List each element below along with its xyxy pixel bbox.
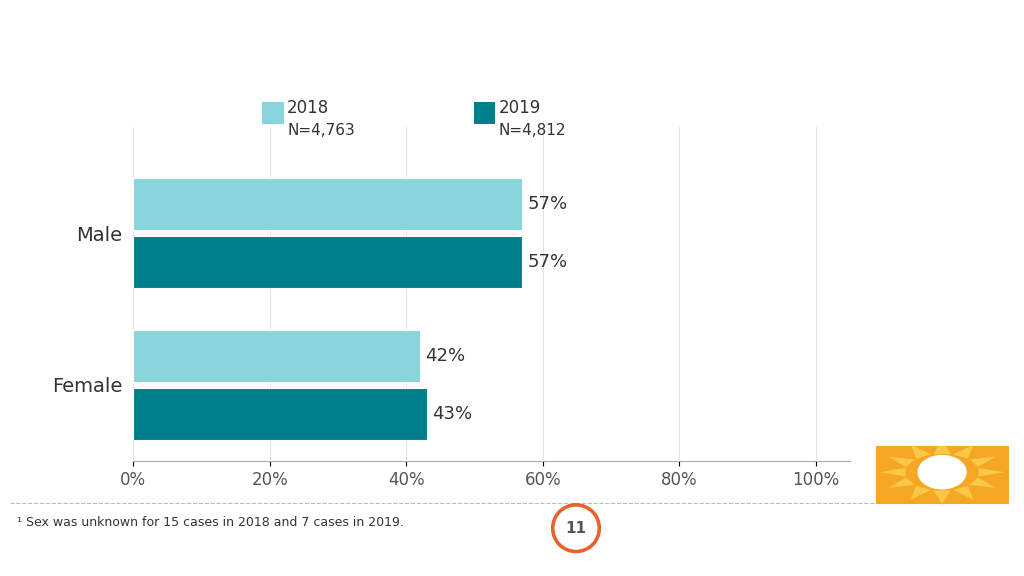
Polygon shape bbox=[969, 477, 997, 488]
Text: N=4,812: N=4,812 bbox=[499, 123, 566, 138]
Text: ¹ Sex was unknown for 15 cases in 2018 and 7 cases in 2019.: ¹ Sex was unknown for 15 cases in 2018 a… bbox=[17, 516, 404, 529]
Text: 1: 1 bbox=[815, 17, 831, 41]
Bar bbox=[262, 102, 284, 124]
Polygon shape bbox=[910, 444, 932, 459]
Text: 57%: 57% bbox=[527, 253, 568, 271]
Bar bbox=[133, 179, 522, 230]
Text: 57%: 57% bbox=[527, 195, 568, 213]
Text: 42%: 42% bbox=[425, 347, 466, 365]
Bar bbox=[133, 330, 420, 382]
Text: HEALTH: HEALTH bbox=[915, 523, 969, 536]
Polygon shape bbox=[879, 468, 906, 477]
Polygon shape bbox=[887, 456, 915, 467]
Polygon shape bbox=[952, 444, 974, 459]
Bar bbox=[876, 446, 1009, 503]
Bar bbox=[473, 102, 496, 124]
Polygon shape bbox=[933, 440, 951, 454]
Text: 11: 11 bbox=[565, 521, 587, 536]
Text: N=4,763: N=4,763 bbox=[287, 123, 355, 138]
Bar bbox=[133, 236, 522, 287]
Text: Florida: Florida bbox=[918, 508, 967, 521]
Polygon shape bbox=[910, 486, 932, 500]
Bar bbox=[133, 388, 427, 439]
Text: 43%: 43% bbox=[432, 405, 472, 423]
Polygon shape bbox=[978, 468, 1006, 477]
Text: 2018: 2018 bbox=[287, 99, 330, 117]
Text: Chronic Hepatitis B by Sex: Chronic Hepatitis B by Sex bbox=[221, 33, 803, 71]
Text: 2019: 2019 bbox=[499, 99, 541, 117]
Circle shape bbox=[553, 505, 599, 552]
Polygon shape bbox=[952, 486, 974, 500]
Polygon shape bbox=[933, 490, 951, 505]
Circle shape bbox=[919, 456, 966, 489]
Polygon shape bbox=[887, 477, 915, 488]
Polygon shape bbox=[969, 456, 997, 467]
